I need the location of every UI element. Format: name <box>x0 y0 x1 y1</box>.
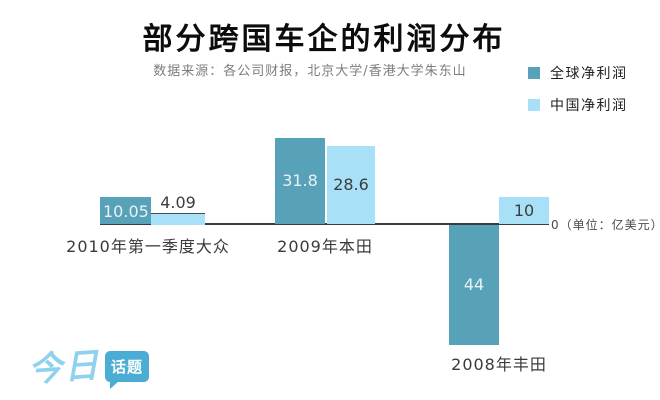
category-label: 2009年本田 <box>277 237 373 256</box>
logo-speech-bubble: 话题 <box>105 351 150 389</box>
bar-global-1: 10.05 <box>100 197 151 224</box>
today-topic-logo: 今日 话题 <box>26 340 150 391</box>
bar-china-1: 4.09 <box>151 195 205 225</box>
category-label: 2008年丰田 <box>451 355 547 374</box>
value-label: 10.05 <box>103 202 149 221</box>
legend-label-global: 全球净利润 <box>550 66 628 82</box>
category-label: 2010年第一季度大众 <box>66 237 230 256</box>
bar-global-3: 44 <box>449 225 499 345</box>
legend-swatch-global-icon <box>528 67 540 79</box>
bar-global-2: 31.8 <box>275 138 325 224</box>
value-label: 31.8 <box>282 171 318 190</box>
data-source-note: 数据来源：各公司财报，北京大学/香港大学朱东山 <box>153 64 467 79</box>
logo-bubble-text: 话题 <box>111 358 144 376</box>
legend-item-global: 全球净利润 <box>528 63 628 83</box>
legend-swatch-china-icon <box>528 99 540 111</box>
value-label: 10 <box>513 200 535 220</box>
axis-zero-unit-label: 0（单位：亿美元） <box>551 218 660 232</box>
bar-china-3: 10 <box>499 197 549 224</box>
page-title: 部分跨国车企的利润分布 <box>142 22 506 57</box>
bar-china-2: 28.6 <box>327 146 375 224</box>
logo-script-text: 今日 <box>26 345 102 391</box>
legend-item-china: 中国净利润 <box>528 95 628 115</box>
value-label: 44 <box>463 275 485 294</box>
speech-bubble-tail-icon <box>110 381 119 389</box>
value-label: 4.09 <box>160 193 196 212</box>
value-label: 28.6 <box>333 175 369 194</box>
legend: 全球净利润 中国净利润 <box>528 63 628 127</box>
legend-label-china: 中国净利润 <box>550 98 628 114</box>
